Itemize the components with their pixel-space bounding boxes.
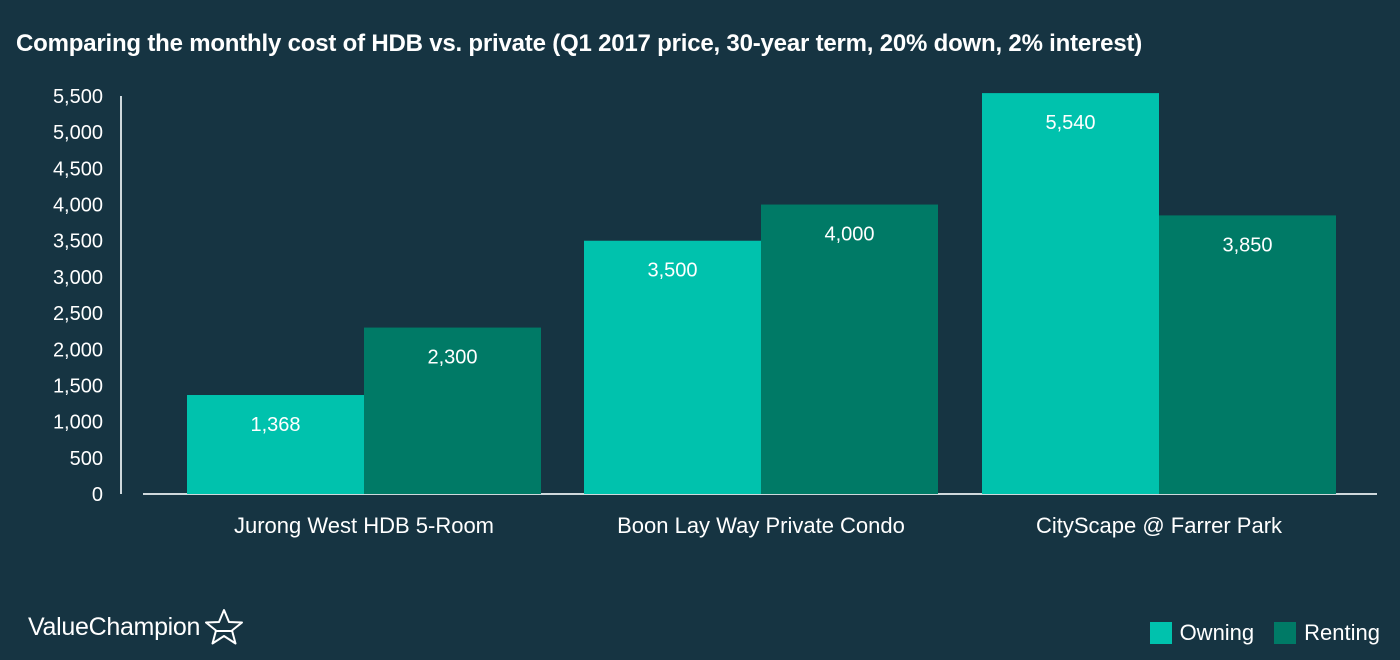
bar-chart: 0 500 1,000 1,500 2,000 2,500 3,000 3,500 4,000 4… bbox=[53, 86, 1377, 538]
x-tick-label: CityScape @ Farrer Park bbox=[1036, 513, 1283, 538]
data-label: 1,368 bbox=[250, 414, 300, 436]
legend-swatch-owning bbox=[1149, 622, 1172, 644]
bar-renting bbox=[761, 204, 938, 494]
x-tick-label: Jurong West HDB 5-Room bbox=[234, 513, 494, 538]
legend-item-owning: Owning bbox=[1149, 620, 1255, 646]
y-tick-label: 2,000 bbox=[53, 339, 103, 361]
legend-swatch-renting bbox=[1274, 622, 1297, 644]
y-tick-label: 1,000 bbox=[53, 412, 103, 434]
data-label: 3,500 bbox=[647, 260, 697, 282]
chart-title: Comparing the monthly cost of HDB vs. pr… bbox=[16, 30, 1143, 57]
chart-legend: Owning Renting bbox=[1149, 620, 1380, 646]
bar-owning bbox=[187, 395, 364, 494]
y-tick-label: 2,500 bbox=[53, 303, 103, 325]
bar-renting bbox=[1159, 215, 1336, 494]
legend-item-renting: Renting bbox=[1274, 620, 1380, 646]
bar-owning bbox=[982, 93, 1159, 494]
star-outline-icon bbox=[204, 608, 244, 646]
brand-logo: ValueChampion bbox=[28, 608, 244, 646]
x-tick-label: Boon Lay Way Private Condo bbox=[617, 513, 905, 538]
y-tick-label: 4,000 bbox=[53, 195, 103, 217]
data-label: 4,000 bbox=[824, 224, 874, 246]
y-tick-label: 1,500 bbox=[53, 375, 103, 397]
data-label: 2,300 bbox=[427, 347, 477, 369]
y-tick-label: 5,000 bbox=[53, 122, 103, 144]
y-tick-label: 0 bbox=[92, 484, 103, 506]
y-tick-label: 3,500 bbox=[53, 231, 103, 253]
y-tick-label: 5,500 bbox=[53, 86, 103, 108]
y-tick-label: 500 bbox=[70, 448, 103, 470]
bar-renting bbox=[364, 327, 541, 494]
legend-label-renting: Renting bbox=[1304, 620, 1380, 645]
brand-name: ValueChampion bbox=[28, 612, 201, 641]
data-label: 3,850 bbox=[1222, 234, 1272, 256]
y-tick-label: 4,500 bbox=[53, 158, 103, 180]
bar-owning bbox=[584, 240, 761, 494]
y-tick-label: 3,000 bbox=[53, 267, 103, 289]
data-label: 5,540 bbox=[1045, 112, 1095, 134]
legend-label-owning: Owning bbox=[1179, 620, 1255, 645]
